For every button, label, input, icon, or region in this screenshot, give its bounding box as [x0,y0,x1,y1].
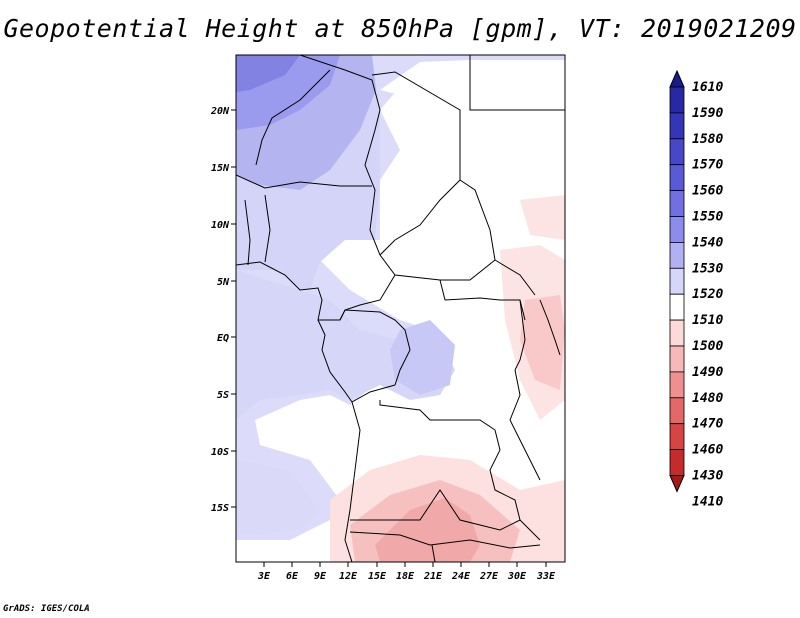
lon-axis: 3E 6E 9E 12E 15E 18E 21E 24E 27E 30E 33E [257,562,556,582]
lat-label: 10N [211,220,230,231]
field-1510-sw [236,520,340,562]
colorbar-box [669,190,685,217]
colorbar-box [669,112,685,140]
field-1500-ne [520,195,565,240]
colorbar-arrow-top [669,69,685,88]
field-1560 [236,55,300,92]
colorbar-box [669,241,685,269]
border-angola-north [351,384,396,403]
border-botswana [431,544,436,562]
colorbar-box [669,138,685,166]
lon-label: 6E [286,571,299,582]
colorbar-label: 1480 [692,391,723,406]
colorbar-box [669,449,685,476]
colorbar-box [669,86,685,114]
lon-label: 21E [423,571,443,582]
border-ghana [264,194,271,263]
colorbar-box [669,345,685,373]
field-1530-congo [390,320,455,395]
colorbar-box [669,371,685,399]
colorbar-label: 1510 [692,313,723,328]
colorbar-label: 1550 [692,210,723,225]
border-chad-sudan [459,179,536,296]
field-1510 [255,60,565,562]
field-1490-east [520,295,565,390]
colorbar-label: 1540 [692,235,723,250]
colorbar-box [669,164,685,191]
lon-label: 18E [396,571,415,582]
field-1510-north [380,60,470,110]
border-ivory-coast [244,199,251,266]
map-frame [235,54,566,563]
coastline-west [236,261,353,403]
border-tanzania-west [509,369,541,481]
colorbar-label: 1460 [692,443,723,458]
colorbar-label: 1430 [692,469,723,484]
lon-label: 27E [479,571,499,582]
lat-label: 15N [211,163,230,174]
field-1480-south [375,498,480,562]
field-1520-sw [236,460,320,535]
colorbar-arrow-bottom [669,475,685,493]
lon-label: 12E [339,571,358,582]
borders [236,55,565,562]
height-field [236,55,565,562]
lake-victoria-shore [539,299,561,356]
colorbar-box [669,423,685,451]
border-egypt [469,55,565,111]
lon-label: 9E [314,571,327,582]
colorbar-label: 1410 [692,494,723,509]
coastline-southwest [344,401,361,562]
border-sahel [236,174,372,189]
lon-label: 15E [368,571,387,582]
grads-credit: GrADS: IGES/COLA [3,604,90,614]
chart-title: Geopotential Height at 850hPa [gpm], VT:… [3,14,797,43]
colorbar-label: 1580 [692,132,723,147]
colorbar-label: 1560 [692,184,723,199]
border-drc-east [514,299,526,371]
lat-label: 20N [210,106,230,117]
colorbar-label: 1610 [692,80,723,95]
lat-axis: 20N 15N 10N 5N EQ 5S 10S 15S [210,106,236,514]
lon-label: 30E [507,571,527,582]
colorbar-label: 1500 [692,339,723,354]
colorbar-box [669,319,685,347]
border-congo [339,309,411,386]
border-namibia-botswana [349,531,541,549]
lon-label: 33E [536,571,556,582]
colorbar-box [669,267,685,295]
border-algeria-niger [299,55,381,256]
colorbar-label: 1530 [692,261,723,276]
colorbar-label: 1470 [692,417,723,432]
lon-label: 24E [451,571,471,582]
colorbar-box [669,216,685,243]
lat-label: 15S [211,503,229,514]
colorbar-label: 1570 [692,158,723,173]
border-drc-south [379,400,521,521]
lat-label: 10S [211,447,229,458]
lat-label: 5N [217,277,230,288]
lon-label: 3E [257,571,271,582]
colorbar: 1610 1590 1580 1570 1560 1550 1540 1530 1520 1510… [669,69,723,509]
lat-label: 5S [217,390,229,401]
lat-label: EQ [217,333,229,344]
colorbar-label: 1520 [692,287,723,302]
colorbar-box [669,293,685,321]
border-zambia [350,489,541,541]
border-cameroon [318,274,396,321]
border-mali-algeria [255,69,331,166]
colorbar-box [669,397,685,425]
border-libya-chad [371,71,461,256]
colorbar-label: 1490 [692,365,723,380]
colorbar-label: 1590 [692,106,723,121]
